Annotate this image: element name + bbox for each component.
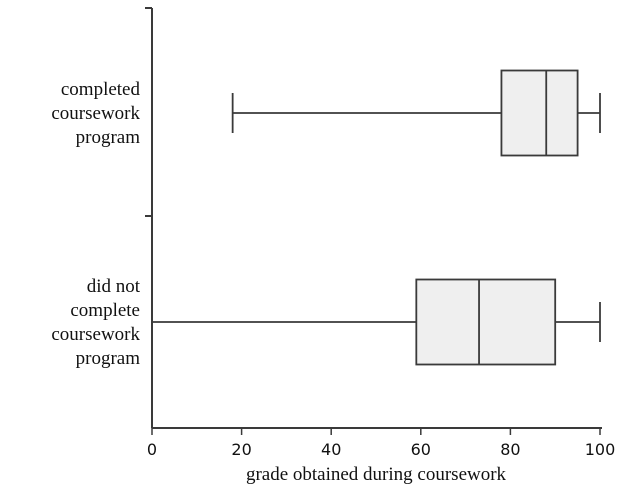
category-label-line: coursework (51, 103, 140, 124)
x-tick-label: 60 (411, 440, 431, 459)
iqr-box (415, 278, 557, 366)
box-2 (152, 278, 601, 366)
iqr-box (500, 69, 579, 157)
category-labels: completed coursework program did not complet… (51, 79, 140, 369)
x-tick-label: 40 (321, 440, 341, 459)
category-label-line: program (76, 127, 141, 148)
boxes (152, 69, 601, 366)
category-label-line: program (76, 348, 141, 369)
x-tick-label: 20 (231, 440, 251, 459)
x-tick-label: 100 (585, 440, 616, 459)
category-label-line: complete (70, 300, 140, 321)
x-axis-title: grade obtained during coursework (246, 464, 507, 485)
x-tick-label: 80 (500, 440, 520, 459)
category-label-line: did not (87, 276, 141, 297)
category-label-line: completed (61, 79, 141, 100)
axes (145, 7, 602, 429)
box-1 (231, 69, 601, 157)
x-ticks: 0 20 40 60 80 100 (147, 428, 615, 459)
category-label-line: coursework (51, 324, 140, 345)
x-tick-label: 0 (147, 440, 157, 459)
